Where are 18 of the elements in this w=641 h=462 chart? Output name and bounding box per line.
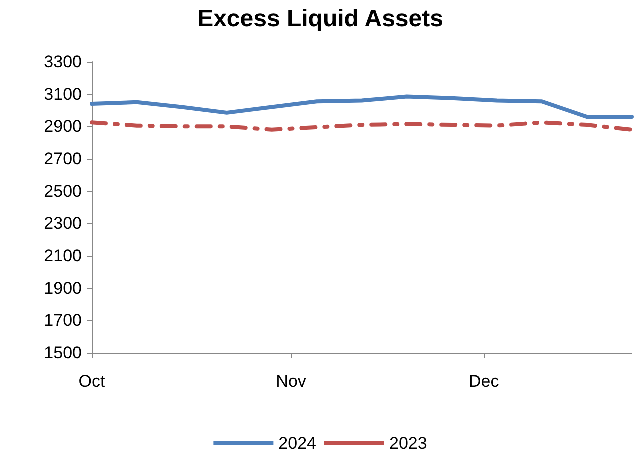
y-tick-label: 1500 xyxy=(44,344,82,362)
y-tick-label: 2700 xyxy=(44,150,82,168)
y-tick-label: 2500 xyxy=(44,182,82,201)
line-series xyxy=(90,94,634,119)
legend-label: 2024 xyxy=(278,434,317,453)
y-tick-label: 3300 xyxy=(44,52,82,72)
y-tick-label: 1900 xyxy=(44,278,82,298)
x-tick-label: Dec xyxy=(469,372,500,391)
y-tick-label: 3100 xyxy=(44,84,82,104)
y-tick-label: 1700 xyxy=(44,311,82,330)
chart-title: Excess Liquid Assets xyxy=(198,6,444,32)
y-tick-label: 2100 xyxy=(44,246,82,266)
y-tick-label: 2300 xyxy=(44,214,82,234)
x-tick-label: Nov xyxy=(276,372,307,391)
y-tick-label: 2900 xyxy=(44,117,82,136)
line-series xyxy=(90,120,634,132)
x-tick-label: Oct xyxy=(78,372,106,391)
legend-label: 2023 xyxy=(390,434,428,453)
